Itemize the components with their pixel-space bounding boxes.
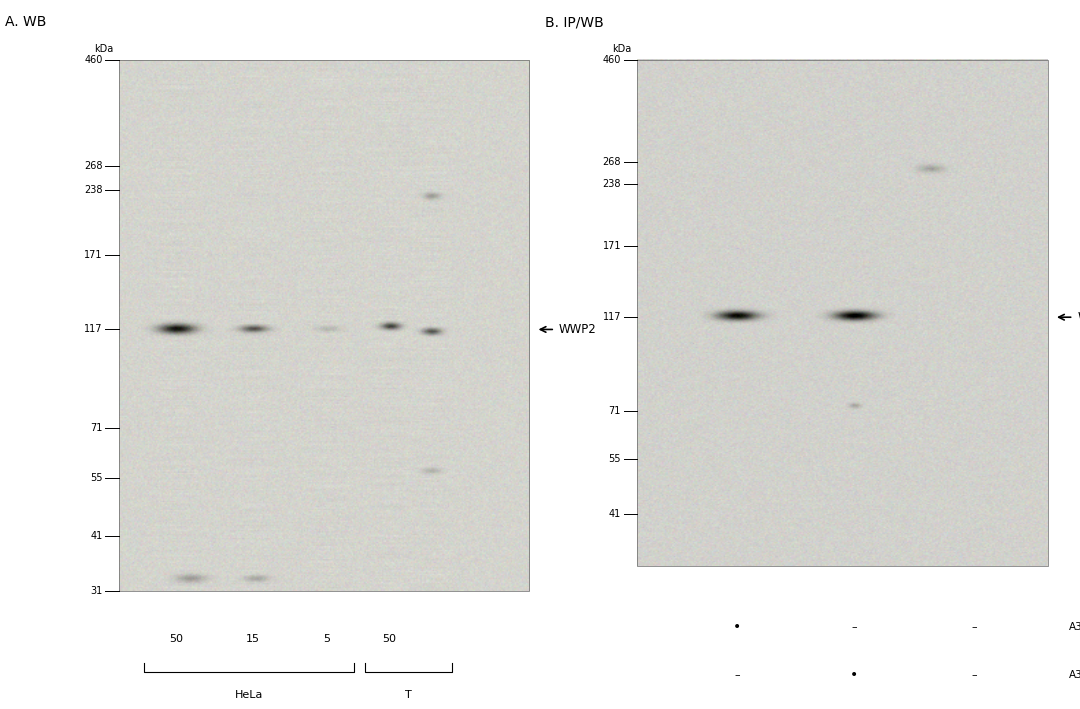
Text: –: – [851,622,856,632]
Text: WWP2: WWP2 [1077,311,1080,324]
Text: 460: 460 [84,55,103,65]
Text: 71: 71 [609,406,621,416]
Text: A302-936A: A302-936A [1069,670,1080,680]
Bar [637,60,1048,566]
Text: 171: 171 [603,241,621,251]
Text: 238: 238 [603,179,621,189]
Text: 50: 50 [170,634,184,644]
Text: 460: 460 [603,55,621,65]
Text: WWP2: WWP2 [559,323,596,336]
Text: 55: 55 [90,473,103,483]
Text: 31: 31 [91,586,103,596]
Text: A302-935A: A302-935A [1069,622,1080,632]
Text: 117: 117 [84,325,103,335]
Text: –: – [972,622,977,632]
Text: –: – [972,670,977,680]
Text: 268: 268 [603,157,621,167]
Text: 171: 171 [84,250,103,259]
Text: T: T [405,690,413,700]
Text: A. WB: A. WB [5,15,46,29]
Text: 117: 117 [603,312,621,322]
Text: 50: 50 [382,634,396,644]
Bar [119,60,529,591]
Text: B. IP/WB: B. IP/WB [545,15,604,29]
Text: 15: 15 [246,634,260,644]
Text: 41: 41 [609,509,621,519]
Text: 268: 268 [84,162,103,172]
Text: kDa: kDa [612,44,632,54]
Text: 71: 71 [91,423,103,432]
Text: HeLa: HeLa [234,690,264,700]
Text: –: – [734,670,740,680]
Text: kDa: kDa [94,44,113,54]
Text: 41: 41 [91,530,103,541]
Text: 5: 5 [323,634,330,644]
Text: •: • [850,668,859,682]
Text: 55: 55 [608,454,621,464]
Text: 238: 238 [84,185,103,195]
Text: •: • [732,620,741,634]
